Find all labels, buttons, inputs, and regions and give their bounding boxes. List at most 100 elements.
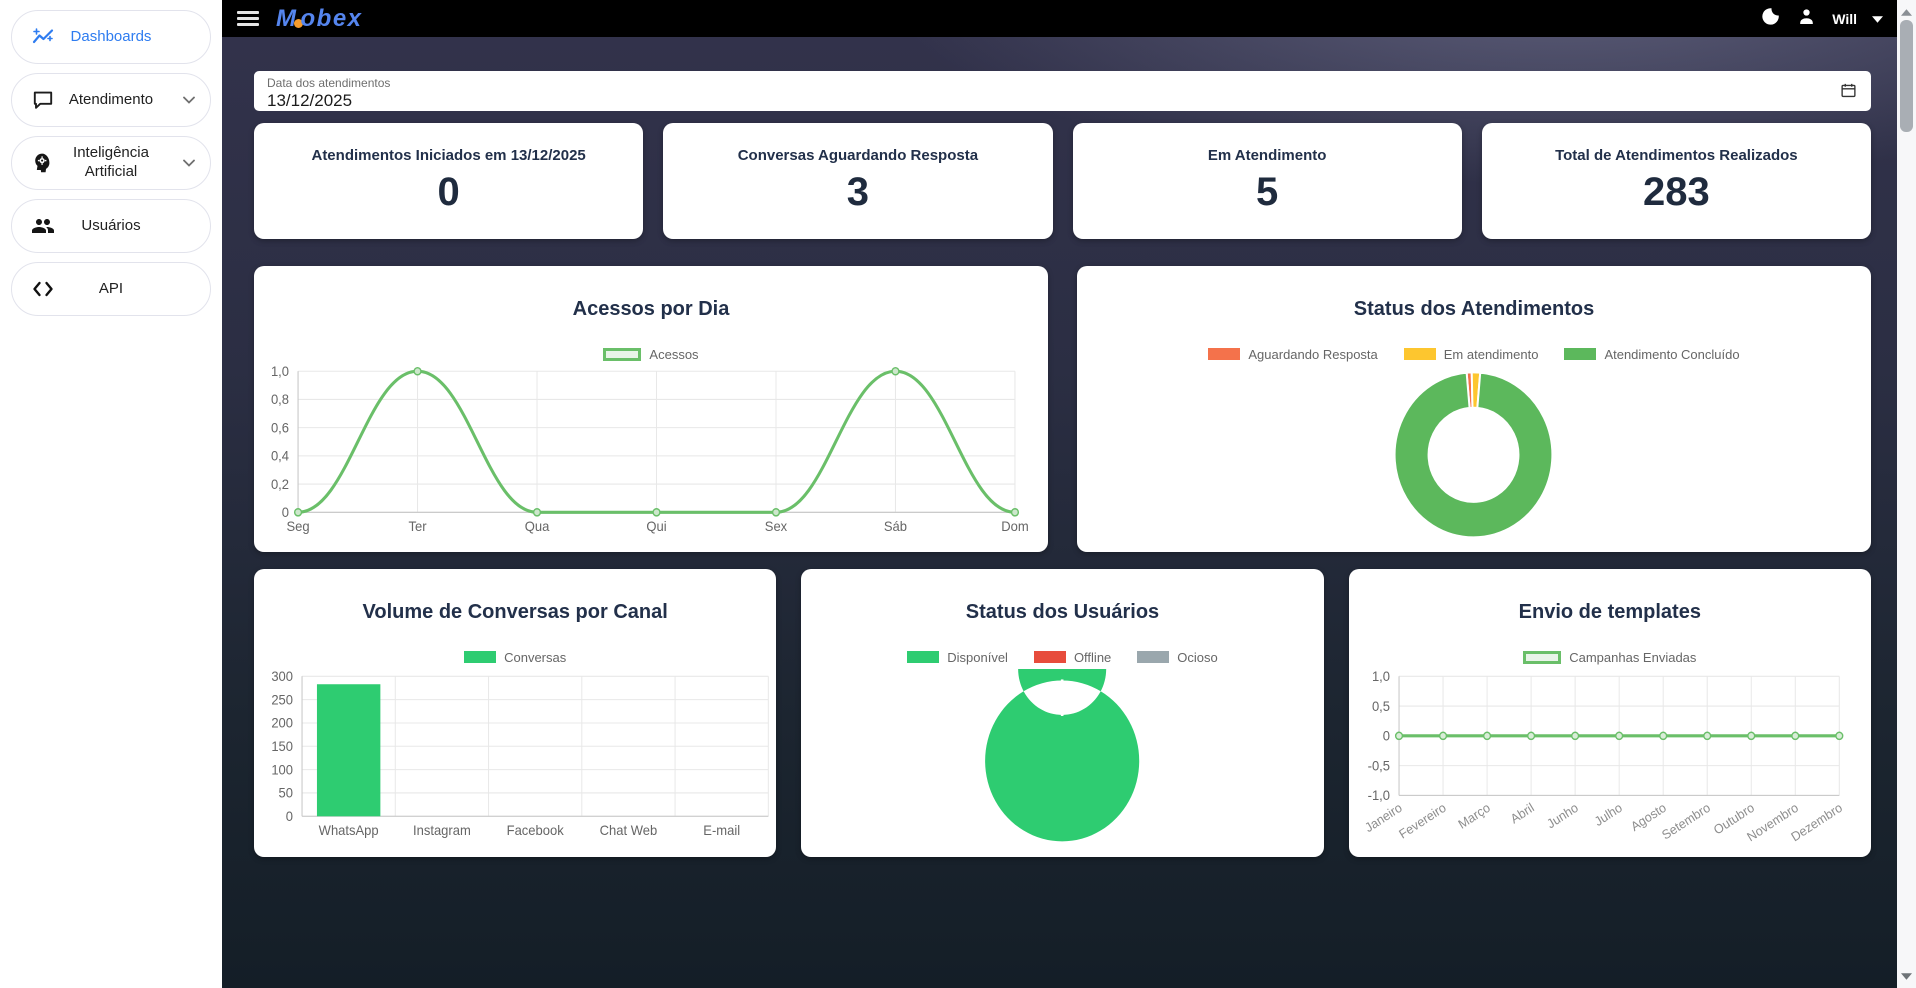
chart-card-acessos-por-dia: Acessos por Dia Acessos 1,0 0,8 0,6 0,4 0,2 0… <box>254 266 1048 552</box>
chevron-down-icon[interactable] <box>183 91 195 109</box>
brand-logo-rest: obex <box>300 4 363 32</box>
chart-legend: Acessos <box>254 346 1048 362</box>
sidebar-item-atendimento[interactable]: Atendimento <box>11 73 211 127</box>
sidebar-item-dashboards[interactable]: Dashboards <box>11 10 211 64</box>
svg-text:Facebook: Facebook <box>507 823 564 838</box>
svg-text:E-mail: E-mail <box>703 823 740 838</box>
svg-text:200: 200 <box>271 715 293 730</box>
scrollbar-thumb[interactable] <box>1900 20 1913 132</box>
brand-logo-m: M <box>276 4 298 32</box>
stat-card-iniciados: Atendimentos Iniciados em 13/12/2025 0 <box>254 123 644 239</box>
sidebar-item-label: Dashboards <box>70 27 152 45</box>
svg-text:Qui: Qui <box>646 519 666 534</box>
svg-text:150: 150 <box>271 739 293 754</box>
svg-text:50: 50 <box>279 785 293 800</box>
chevron-down-icon[interactable] <box>183 154 195 172</box>
user-name[interactable]: Will <box>1832 10 1857 27</box>
svg-text:1,0: 1,0 <box>271 366 289 379</box>
topbar-actions: Will <box>1760 6 1883 32</box>
legend-swatch <box>1137 651 1170 663</box>
legend-swatch <box>1564 348 1597 360</box>
legend-item[interactable]: Aguardando Resposta <box>1208 346 1378 362</box>
stat-value: 0 <box>437 170 460 214</box>
svg-text:250: 250 <box>271 692 293 707</box>
legend-item[interactable]: Conversas <box>464 650 566 665</box>
svg-text:Março: Março <box>1455 800 1492 832</box>
svg-text:1,0: 1,0 <box>1372 669 1390 684</box>
legend-label: Offline <box>1073 649 1112 665</box>
svg-text:Qua: Qua <box>525 519 550 534</box>
chart-card-status-usuarios: Status dos Usuários Disponível Offline Oci… <box>801 569 1324 857</box>
stat-title: Em Atendimento <box>1207 147 1327 164</box>
legend-item[interactable]: Em atendimento <box>1403 346 1539 362</box>
legend-label: Aguardando Resposta <box>1248 346 1378 362</box>
legend-item[interactable]: Campanhas Enviadas <box>1523 650 1696 665</box>
legend-swatch <box>1403 348 1436 360</box>
svg-text:Instagram: Instagram <box>413 823 471 838</box>
legend-item[interactable]: Atendimento Concluído <box>1564 346 1740 362</box>
svg-text:Setembro: Setembro <box>1659 800 1713 843</box>
svg-text:0,6: 0,6 <box>271 420 289 435</box>
sidebar: Dashboards Atendimento Inteligência Arti… <box>0 0 222 988</box>
legend-swatch <box>464 651 497 663</box>
legend-label: Atendimento Concluído <box>1604 346 1740 362</box>
users-icon <box>31 214 55 238</box>
brand-logo-dot <box>293 18 303 28</box>
svg-text:Julho: Julho <box>1591 800 1624 830</box>
user-menu-caret-icon[interactable] <box>1872 10 1883 28</box>
legend-label: Conversas <box>504 649 567 665</box>
sidebar-item-usuarios[interactable]: Usuários <box>11 199 211 253</box>
sidebar-item-inteligencia-artificial[interactable]: Inteligência Artificial <box>11 136 211 190</box>
line-chart: 1,0 0,8 0,6 0,4 0,2 0 Seg Ter Qua Qui Sex Sáb Dom <box>254 366 1048 552</box>
legend-label: Ocioso <box>1177 649 1218 665</box>
legend-swatch <box>1033 651 1066 663</box>
legend-item[interactable]: Acessos <box>603 347 699 362</box>
sidebar-item-label: Inteligência Artificial <box>73 144 149 180</box>
svg-text:Sáb: Sáb <box>884 519 907 534</box>
stat-title: Conversas Aguardando Resposta <box>737 147 979 164</box>
svg-text:100: 100 <box>271 762 293 777</box>
chart-legend: Aguardando Resposta Em atendimento Atendim… <box>1077 346 1871 362</box>
legend-item[interactable]: Offline <box>1033 649 1112 665</box>
scroll-down-icon[interactable] <box>1901 967 1912 985</box>
date-input[interactable]: Data dos atendimentos 13/12/2025 <box>254 71 1871 111</box>
date-input-label: Data dos atendimentos <box>267 76 391 90</box>
calendar-icon[interactable] <box>1840 82 1857 104</box>
svg-text:0,5: 0,5 <box>1372 699 1390 714</box>
chart-card-volume-conversas: Volume de Conversas por Canal Conversas … <box>254 569 777 857</box>
sidebar-item-label: Atendimento <box>68 90 154 108</box>
svg-text:300: 300 <box>271 669 293 684</box>
stat-value: 3 <box>846 170 869 214</box>
sidebar-item-api[interactable]: API <box>11 262 211 316</box>
ai-head-icon <box>31 151 55 175</box>
user-icon[interactable] <box>1796 6 1817 32</box>
legend-label: Em atendimento <box>1443 346 1539 362</box>
legend-swatch <box>907 651 940 663</box>
svg-text:0,2: 0,2 <box>271 477 289 492</box>
svg-text:Chat Web: Chat Web <box>600 823 658 838</box>
chart-legend: Campanhas Enviadas <box>1349 649 1871 665</box>
svg-text:0: 0 <box>282 505 289 520</box>
stat-value: 5 <box>1256 170 1279 214</box>
svg-text:0: 0 <box>286 809 293 824</box>
stat-title: Atendimentos Iniciados em 13/12/2025 <box>311 147 586 164</box>
stat-card-em-atendimento: Em Atendimento 5 <box>1072 123 1462 239</box>
svg-text:0: 0 <box>1382 728 1389 743</box>
menu-icon[interactable] <box>237 7 259 29</box>
chart-title: Status dos Atendimentos <box>1353 298 1595 320</box>
svg-text:Junho: Junho <box>1544 800 1581 832</box>
svg-text:-0,5: -0,5 <box>1367 758 1389 773</box>
chart-legend: Conversas <box>254 649 776 665</box>
scroll-up-icon[interactable] <box>1901 3 1912 21</box>
legend-item[interactable]: Disponível <box>907 650 1008 665</box>
svg-text:WhatsApp: WhatsApp <box>319 823 379 838</box>
stat-value: 283 <box>1643 170 1710 214</box>
svg-text:0,8: 0,8 <box>271 392 289 407</box>
legend-item[interactable]: Ocioso <box>1137 649 1218 665</box>
insights-icon <box>31 25 55 49</box>
chart-title: Acessos por Dia <box>572 298 730 320</box>
stat-card-aguardando: Conversas Aguardando Resposta 3 <box>663 123 1053 239</box>
dark-mode-icon[interactable] <box>1760 6 1781 32</box>
